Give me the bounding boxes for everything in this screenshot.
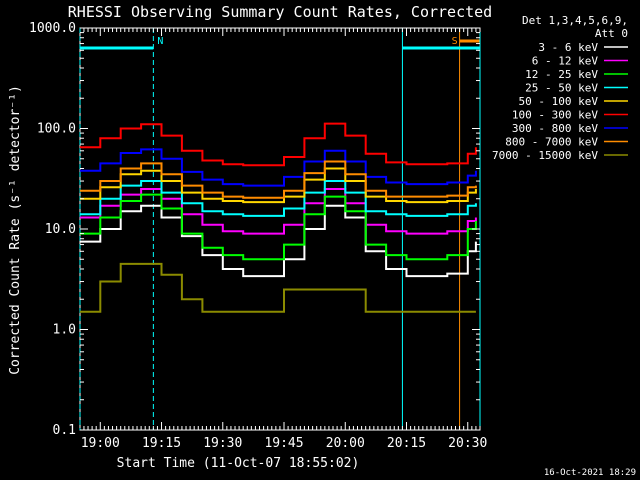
series-line [79,122,477,167]
series-line [79,193,477,261]
legend-entry-label: 7000 - 15000 keV [492,149,598,162]
legend-header: Att 0 [595,27,628,40]
legend-entry-label: 25 - 50 keV [525,82,598,95]
footer-date: 16-Oct-2021 18:29 [544,468,636,478]
x-tick-label: 19:15 [142,436,181,451]
x-tick-label: 19:30 [203,436,242,451]
x-tick-label: 20:30 [448,436,487,451]
axes-group: 1000.0 100.0 10.0 1.0 0.1 19:00 19:15 19:30 19:4… [29,21,487,451]
legend-header: Det 1,3,4,5,6,9, [522,14,628,27]
legend-entry-label: 300 - 800 keV [512,122,598,135]
series-line [79,160,477,199]
legend-entry-label: 12 - 25 keV [525,68,598,81]
marker-label: N [157,36,163,47]
y-tick-label: 0.1 [53,423,76,438]
legend-entry-label: 3 - 6 keV [538,41,598,54]
legend-entry-label: 50 - 100 keV [519,95,599,108]
x-tick-label: 19:45 [264,436,303,451]
series-line [79,262,476,313]
y-tick-label: 1000.0 [29,21,76,36]
y-axis-label: Corrected Count Rate (s⁻¹ detector⁻¹) [8,85,23,375]
x-tick-label: 20:00 [326,436,365,451]
x-axis-label: Start Time (11-Oct-07 18:55:02) [117,456,360,471]
series-group [79,122,477,313]
marker-label: S [452,36,458,47]
x-tick-label: 19:00 [81,436,120,451]
y-tick-label: 10.0 [45,222,76,237]
series-line [79,148,477,187]
series-line [79,180,477,217]
legend-entry-label: 6 - 12 keV [532,55,599,68]
x-tick-label: 20:15 [387,436,426,451]
chart-title: RHESSI Observing Summary Count Rates, Co… [68,3,492,21]
y-tick-label: 1.0 [53,323,76,338]
legend-entry-label: 800 - 7000 keV [505,136,598,149]
series-line [79,188,477,235]
legend-entry-label: 100 - 300 keV [512,109,598,122]
y-tick-label: 100.0 [37,122,76,137]
